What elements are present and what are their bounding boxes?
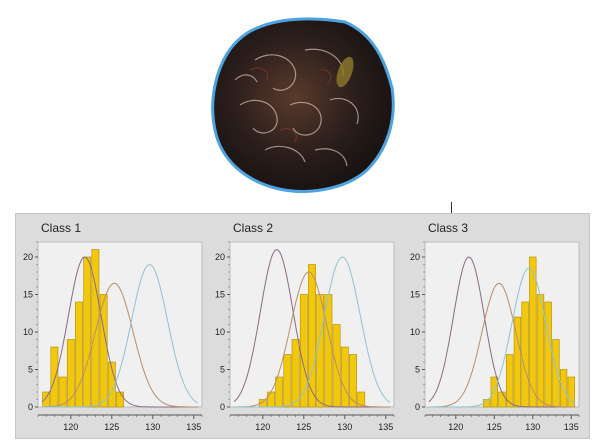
histogram-bar <box>544 301 552 408</box>
histogram-bar <box>283 354 292 408</box>
histogram-bar <box>91 249 100 408</box>
x-tick-label: 135 <box>186 422 201 432</box>
y-tick-label: 10 <box>410 327 420 337</box>
y-tick-label: 20 <box>23 252 33 262</box>
chart-title: Class 3 <box>428 221 469 235</box>
histogram-bar <box>490 376 498 408</box>
specimen-outline <box>211 17 395 193</box>
x-tick-label: 130 <box>525 422 540 432</box>
histogram-bar <box>116 391 124 408</box>
histogram-bar <box>299 294 308 408</box>
histogram-bar <box>324 294 333 408</box>
x-tick-label: 125 <box>296 422 311 432</box>
x-tick-label: 125 <box>104 422 119 432</box>
x-tick-label: 135 <box>564 422 579 432</box>
histogram-bar <box>349 354 357 408</box>
histogram-bar <box>513 316 522 408</box>
y-tick-label: 5 <box>220 365 225 375</box>
y-tick-label: 0 <box>415 402 420 412</box>
histogram-bar <box>536 294 545 408</box>
x-tick-label: 130 <box>145 422 160 432</box>
y-tick-label: 15 <box>215 290 225 300</box>
histogram-bar <box>559 369 568 408</box>
histogram-bar <box>340 346 349 408</box>
chart-title: Class 1 <box>41 221 82 235</box>
y-tick-label: 20 <box>410 252 420 262</box>
histogram-bar <box>99 294 108 408</box>
distribution-curve <box>41 256 198 408</box>
x-tick-label: 120 <box>255 422 270 432</box>
distribution-curve <box>234 256 391 408</box>
distribution-curve <box>42 282 198 408</box>
histogram-panel-class-3: Class 3 0 5 10 15 20 120 125 130 135 <box>403 214 599 440</box>
chart-title: Class 2 <box>233 221 274 235</box>
distribution-curve <box>233 248 390 408</box>
chart-strip: Class 1 0 5 10 15 20 120 125 130 135 Class 2 0 5 1… <box>15 213 590 439</box>
y-tick-label: 15 <box>410 290 420 300</box>
specimen-photo <box>211 17 395 193</box>
y-tick-label: 5 <box>415 365 420 375</box>
histogram-bar <box>506 354 514 408</box>
histogram-bar <box>50 346 59 408</box>
histogram-panel-class-1: Class 1 0 5 10 15 20 120 125 130 135 <box>16 214 212 440</box>
histogram-bar <box>498 391 506 408</box>
x-tick-label: 125 <box>487 422 502 432</box>
histogram-bar <box>316 294 325 408</box>
y-tick-label: 10 <box>215 327 225 337</box>
histogram-chart: 0 5 10 15 20 120 125 130 135 <box>410 241 580 432</box>
histogram-bar <box>291 339 300 408</box>
histogram-bar <box>275 376 284 408</box>
x-tick-label: 120 <box>63 422 78 432</box>
histogram-bar <box>552 339 560 408</box>
histogram-bar <box>521 301 529 408</box>
distribution-curve <box>428 267 576 408</box>
histogram-bar <box>66 339 75 408</box>
specimen-image-area <box>0 0 600 216</box>
cursor-line <box>451 202 452 216</box>
y-tick-label: 20 <box>215 252 225 262</box>
y-tick-label: 15 <box>23 290 33 300</box>
distribution-curve <box>42 264 199 408</box>
y-tick-label: 0 <box>28 402 33 412</box>
histogram-bar <box>83 256 92 408</box>
histogram-bar <box>308 264 316 408</box>
histogram-panel-class-2: Class 2 0 5 10 15 20 120 125 130 135 <box>208 214 404 440</box>
distribution-curve <box>428 282 576 408</box>
histogram-chart: 0 5 10 15 20 120 125 130 135 <box>215 241 395 432</box>
distribution-curve <box>428 256 576 408</box>
x-tick-label: 135 <box>378 422 393 432</box>
histogram-bar <box>107 361 116 408</box>
x-tick-label: 130 <box>337 422 352 432</box>
histogram-chart: 0 5 10 15 20 120 125 130 135 <box>23 241 203 432</box>
y-tick-label: 0 <box>220 402 225 412</box>
histogram-bar <box>267 391 275 408</box>
y-tick-label: 10 <box>23 327 33 337</box>
y-tick-label: 5 <box>28 365 33 375</box>
distribution-curve <box>234 271 390 408</box>
x-tick-label: 120 <box>448 422 463 432</box>
